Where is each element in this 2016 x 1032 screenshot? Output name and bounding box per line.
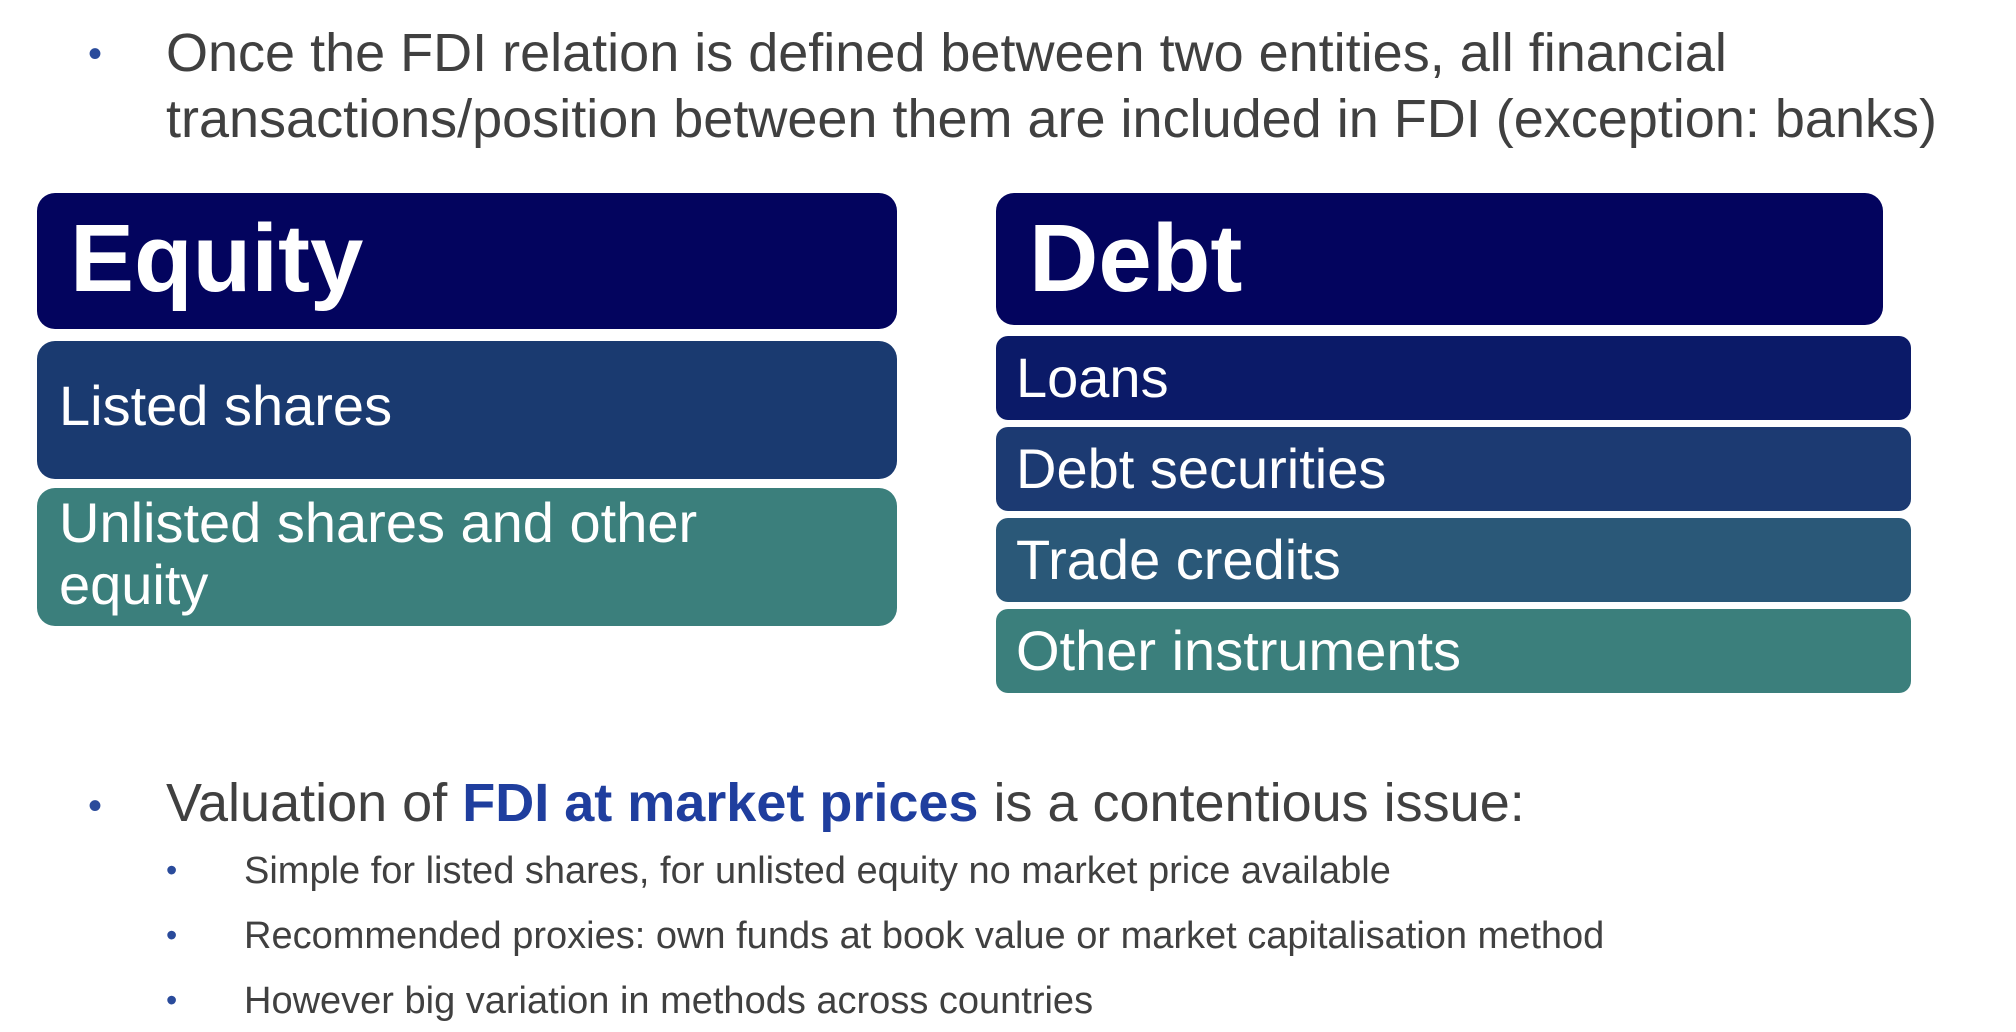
intro-line-1: Once the FDI relation is defined between…	[166, 23, 1727, 83]
debt-item-loans: Loans	[996, 336, 1911, 420]
intro-bullet: •	[88, 32, 103, 76]
intro-line-2: transactions/position between them are i…	[166, 89, 1937, 149]
equity-item-listed-shares: Listed shares	[37, 341, 897, 479]
valuation-suffix: is a contentious issue:	[978, 773, 1525, 833]
subpoint-1: Simple for listed shares, for unlisted e…	[244, 850, 1391, 892]
subpoint-2: Recommended proxies: own funds at book v…	[244, 915, 1605, 957]
unlisted-line-2: equity	[59, 553, 209, 616]
subpoint-3: However big variation in methods across …	[244, 980, 1094, 1022]
valuation-highlight: FDI at market prices	[462, 773, 979, 833]
debt-item-debt-securities: Debt securities	[996, 427, 1911, 511]
debt-header: Debt	[996, 193, 1883, 325]
sub-bullet-3: •	[166, 982, 178, 1018]
valuation-text: Valuation of FDI at market prices is a c…	[166, 770, 1525, 836]
unlisted-line-1: Unlisted shares and other	[59, 491, 698, 554]
valuation-bullet: •	[88, 784, 103, 828]
sub-bullet-1: •	[166, 852, 178, 888]
debt-item-trade-credits: Trade credits	[996, 518, 1911, 602]
sub-bullet-2: •	[166, 917, 178, 953]
valuation-prefix: Valuation of	[166, 773, 463, 833]
debt-item-other-instruments: Other instruments	[996, 609, 1911, 693]
intro-text: Once the FDI relation is defined between…	[166, 20, 2006, 152]
equity-item-unlisted-shares: Unlisted shares and other equity	[37, 488, 897, 626]
equity-header: Equity	[37, 193, 897, 329]
